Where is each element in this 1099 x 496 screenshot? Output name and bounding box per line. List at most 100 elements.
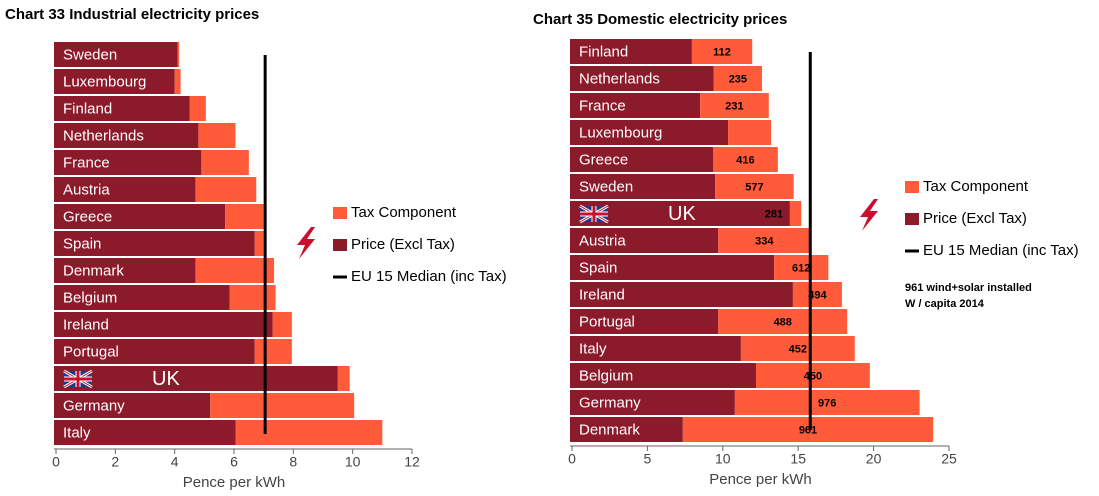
category-label: Ireland <box>579 286 625 303</box>
x-tick-label: 15 <box>790 451 806 467</box>
row-bg <box>54 42 56 67</box>
category-label: France <box>579 97 626 114</box>
category-label: Austria <box>579 232 626 249</box>
category-label: Denmark <box>63 262 124 279</box>
row-bg <box>570 120 572 145</box>
category-label: Sweden <box>63 46 117 63</box>
bar-segment <box>56 96 190 121</box>
bar-segment <box>572 147 713 172</box>
category-label: Italy <box>63 424 91 441</box>
category-label: Germany <box>63 397 125 414</box>
bar-segment <box>56 69 175 94</box>
category-label: Denmark <box>579 421 640 438</box>
bar-segment <box>56 339 255 364</box>
row-bg <box>570 309 572 334</box>
bar-segment <box>337 366 350 391</box>
flag-plus-red <box>580 206 608 222</box>
bar-segment <box>254 339 292 364</box>
annotation: 488 <box>774 316 792 328</box>
bar-segment <box>195 177 257 202</box>
row-bg <box>570 147 572 172</box>
bar-segment <box>572 255 775 280</box>
row-bg <box>570 282 572 307</box>
uk-flag <box>63 369 93 389</box>
bar-segment <box>272 312 292 337</box>
bar-segment <box>56 231 255 256</box>
bar-segment <box>56 204 226 229</box>
category-label: Portugal <box>579 313 635 330</box>
row-bg <box>54 366 56 391</box>
flag-plus-red <box>64 371 92 387</box>
bar-segment <box>728 120 772 145</box>
x-tick-label: 2 <box>111 454 119 470</box>
category-label: Germany <box>579 394 641 411</box>
bar-segment <box>713 66 763 91</box>
bar-segment <box>56 258 196 283</box>
annotation: 231 <box>725 100 743 112</box>
note: 961 wind+solar installed <box>905 282 1032 294</box>
x-axis-label: Pence per kWh <box>709 471 812 488</box>
legend-label: EU 15 Median (inc Tax) <box>923 242 1079 259</box>
bar-segment <box>56 393 211 418</box>
annotation: 577 <box>745 181 763 193</box>
x-tick-label: 5 <box>644 451 652 467</box>
row-bg <box>570 417 572 442</box>
annotation: 281 <box>765 208 783 220</box>
category-label: Luxembourg <box>63 73 146 90</box>
category-label: UK <box>152 368 180 390</box>
category-label: Luxembourg <box>579 124 662 141</box>
legend-label: Tax Component <box>923 178 1029 195</box>
x-tick-label: 6 <box>230 454 238 470</box>
row-bg <box>54 258 56 283</box>
row-bg <box>570 174 572 199</box>
bar-segment <box>572 228 719 253</box>
note: W / capita 2014 <box>905 298 985 310</box>
row-bg <box>54 393 56 418</box>
row-bg <box>54 96 56 121</box>
annotation: 961 <box>799 424 817 436</box>
row-bg <box>54 177 56 202</box>
bar-segment <box>792 282 842 307</box>
legend-swatch <box>333 239 347 251</box>
category-label: Austria <box>63 181 110 198</box>
bar-segment <box>572 66 714 91</box>
bar-segment <box>198 123 236 148</box>
lightning-icon <box>860 199 878 231</box>
row-bg <box>54 204 56 229</box>
bar-segment <box>715 174 794 199</box>
category-label: Italy <box>579 340 607 357</box>
category-label: Belgium <box>579 367 633 384</box>
annotation: 416 <box>736 154 754 166</box>
legend-swatch <box>333 207 347 219</box>
row-bg <box>54 420 56 445</box>
chart-title: Chart 35 Domestic electricity prices <box>533 11 787 28</box>
annotation: 450 <box>804 370 822 382</box>
legend-swatch <box>905 181 919 193</box>
bar-segment <box>56 123 199 148</box>
bar-segment <box>201 150 249 175</box>
row-bg <box>54 231 56 256</box>
bar-segment <box>572 39 692 64</box>
bar-segment <box>56 366 338 391</box>
bar-segment <box>572 417 683 442</box>
bar-segment <box>195 258 275 283</box>
bar-segment <box>734 390 920 415</box>
bar-segment <box>691 39 753 64</box>
bar-segment <box>755 363 870 388</box>
bar-segment <box>56 177 196 202</box>
legend-swatch <box>905 213 919 225</box>
row-bg <box>570 390 572 415</box>
bar-segment <box>56 312 273 337</box>
bar-segment <box>56 420 236 445</box>
legend-label: EU 15 Median (inc Tax) <box>351 268 507 285</box>
x-tick-label: 10 <box>715 451 731 467</box>
bar-segment <box>254 231 264 256</box>
x-axis-label: Pence per kWh <box>183 474 286 491</box>
legend-label: Price (Excl Tax) <box>923 210 1027 227</box>
bar-segment <box>572 120 729 145</box>
legend-label: Price (Excl Tax) <box>351 236 455 253</box>
row-bg <box>54 69 56 94</box>
annotation: 235 <box>729 73 747 85</box>
x-tick-label: 0 <box>568 451 576 467</box>
category-label: UK <box>668 203 696 225</box>
